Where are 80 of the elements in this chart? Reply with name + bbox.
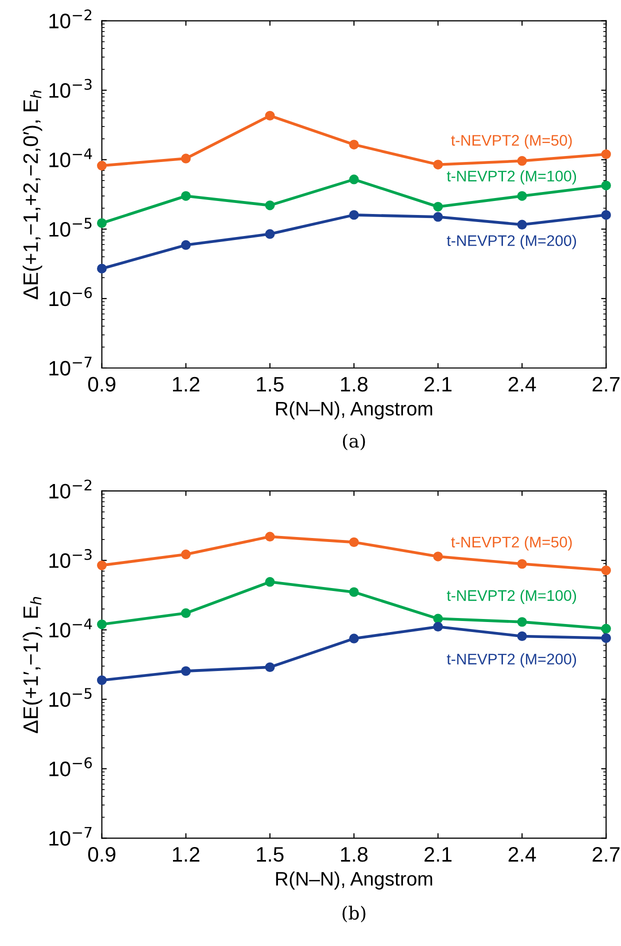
point: [96, 560, 107, 570]
point: [433, 212, 443, 222]
point: [265, 200, 275, 210]
x-tick-label: 2.4: [508, 376, 536, 392]
x-tick-label: 2.7: [592, 376, 620, 392]
y-axis-title: ΔE(+1,−1,+2,−2,0′), E$_{h}$: [22, 90, 42, 300]
y-tick-label: 10$^{−2}$: [49, 9, 92, 28]
point: [181, 666, 191, 676]
point: [517, 220, 527, 230]
point: [601, 624, 611, 634]
point: [349, 634, 359, 644]
point: [96, 675, 107, 686]
point: [349, 140, 359, 150]
x-tick-label: 1.8: [341, 376, 368, 392]
x-tick-label: 2.1: [424, 376, 452, 392]
y-tick-label: 10$^{−5}$: [49, 218, 92, 237]
point: [517, 617, 527, 627]
point: [601, 149, 611, 160]
point: [517, 559, 527, 569]
x-tick-label: 2.1: [424, 847, 452, 862]
x-tick-label: 2.4: [508, 847, 536, 862]
series-label: t-NEVPT2 (M=50): [451, 134, 572, 149]
point: [96, 218, 107, 228]
y-tick-label: 10$^{−3}$: [49, 549, 92, 568]
y-tick-label: 10$^{−6}$: [49, 287, 92, 306]
point: [601, 565, 611, 576]
point: [265, 662, 275, 672]
point: [181, 550, 191, 560]
series-label: t-NEVPT2 (M=200): [446, 653, 576, 668]
y-tick-label: 10$^{−4}$: [49, 148, 92, 168]
x-tick-label: 1.5: [257, 847, 284, 862]
point: [181, 240, 191, 250]
point: [517, 156, 527, 166]
point: [601, 180, 611, 190]
y-tick-label: 10$^{−7}$: [49, 826, 92, 846]
point: [517, 631, 527, 642]
series-label: t-NEVPT2 (M=100): [446, 170, 576, 185]
point: [433, 202, 443, 212]
point: [181, 191, 191, 201]
point: [433, 622, 443, 632]
x-tick-label: 1.8: [341, 847, 368, 862]
point: [96, 264, 107, 274]
x-tick-label: 1.2: [172, 376, 200, 392]
series-label: t-NEVPT2 (M=50): [451, 536, 572, 551]
series-label: t-NEVPT2 (M=100): [446, 590, 576, 604]
point: [349, 210, 359, 220]
series-label: t-NEVPT2 (M=200): [446, 234, 576, 250]
y-tick-label: 10$^{−2}$: [49, 480, 92, 499]
point: [265, 532, 275, 542]
y-tick-label: 10$^{−5}$: [49, 688, 92, 707]
x-axis-title: R(N–N), Angstrom: [276, 401, 432, 420]
point: [265, 229, 275, 239]
y-tick-label: 10$^{−6}$: [49, 757, 92, 776]
point: [433, 552, 443, 562]
text: (b): [342, 906, 366, 922]
point: [433, 614, 443, 624]
point: [349, 537, 359, 548]
point: [601, 210, 611, 220]
point: [265, 577, 275, 587]
x-tick-label: 1.5: [257, 377, 284, 392]
text: (a): [342, 434, 365, 450]
x-tick-label: 0.9: [88, 847, 116, 862]
x-tick-label: 2.7: [592, 847, 620, 862]
y-tick-label: 10$^{−7}$: [49, 356, 92, 376]
point: [349, 587, 359, 597]
point: [349, 174, 359, 184]
point: [601, 633, 611, 643]
point: [265, 110, 275, 121]
point: [181, 154, 191, 164]
point: [181, 608, 191, 618]
point: [517, 191, 527, 201]
point: [96, 619, 107, 630]
point: [96, 160, 107, 171]
point: [433, 160, 443, 170]
x-tick-label: 0.9: [88, 376, 116, 392]
x-tick-label: 1.2: [172, 847, 200, 862]
y-axis-title: ΔE(+1′,−1′), E$_{h}$: [22, 597, 42, 734]
y-tick-label: 10$^{−4}$: [49, 618, 92, 638]
y-tick-label: 10$^{−3}$: [49, 78, 92, 98]
x-axis-title: R(N–N), Angstrom: [276, 871, 432, 890]
